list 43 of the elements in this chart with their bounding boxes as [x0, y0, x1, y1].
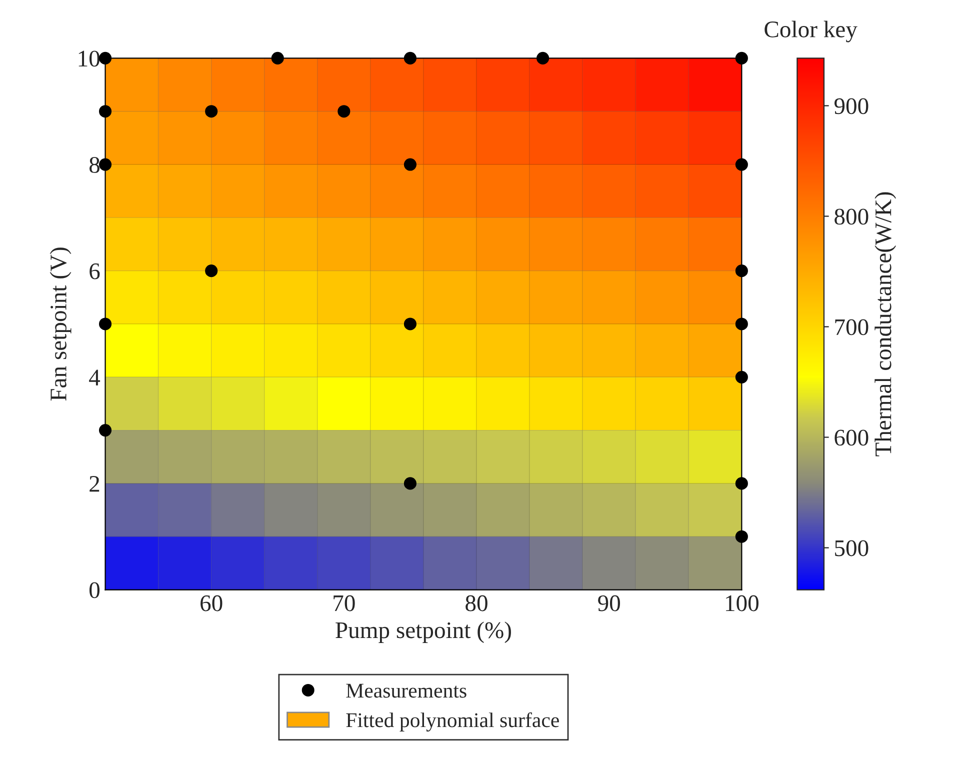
- point: [735, 318, 748, 330]
- point: [735, 530, 748, 543]
- y-tick-label: 8: [90, 157, 100, 173]
- color-bar-label: 500: [835, 540, 868, 556]
- point: [205, 264, 218, 278]
- color-bar-label: 600: [834, 430, 868, 446]
- x-axis-title: Pump setpoint (%): [336, 622, 511, 643]
- point: [98, 158, 112, 171]
- point: [735, 158, 748, 171]
- y-tick-label: 10: [78, 50, 100, 67]
- point: [735, 477, 748, 490]
- point: [404, 318, 416, 330]
- point: [98, 318, 112, 330]
- y-tick-label: 2: [90, 476, 100, 492]
- point: [536, 52, 550, 64]
- x-tick-label: 100: [726, 595, 758, 612]
- y-tick-label: 0: [90, 582, 100, 598]
- point: [735, 264, 748, 278]
- x-tick-label: 90: [598, 595, 620, 612]
- x-tick-label: 60: [200, 595, 222, 612]
- y-tick-label: 4: [89, 370, 100, 386]
- point: [98, 52, 112, 64]
- legend-label: Measurements: [346, 684, 466, 698]
- point: [98, 424, 112, 437]
- point: [271, 52, 284, 64]
- x-tick-label: 80: [466, 595, 488, 612]
- point: [338, 105, 350, 118]
- point: [205, 105, 218, 118]
- text: Color key: [764, 20, 858, 42]
- y-axis-title: Fan setpoint (V): [50, 248, 72, 401]
- x-tick-label: 70: [334, 595, 355, 612]
- point: [735, 52, 748, 64]
- point: [404, 477, 416, 490]
- color-bar-title: Thermal conductance(W/K): [874, 192, 896, 456]
- point: [404, 158, 416, 171]
- color-bar-label: 700: [835, 319, 868, 336]
- y-tick-label: 6: [90, 263, 100, 280]
- point: [735, 370, 748, 384]
- text: Fitted polynomial surface: [346, 712, 559, 732]
- point: [98, 105, 112, 118]
- point: [404, 52, 416, 64]
- color-bar-label: 900: [834, 98, 868, 114]
- color-bar-label: 800: [834, 208, 868, 225]
